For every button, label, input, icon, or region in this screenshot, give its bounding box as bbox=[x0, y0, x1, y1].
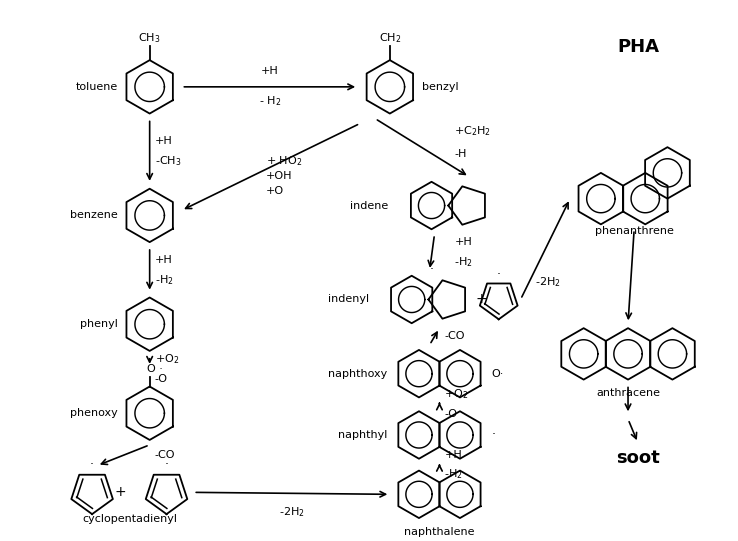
Text: +O$_2$: +O$_2$ bbox=[155, 352, 179, 366]
Text: +H: +H bbox=[155, 136, 173, 146]
Text: -CH$_3$: -CH$_3$ bbox=[155, 154, 181, 168]
Text: -2H$_2$: -2H$_2$ bbox=[279, 505, 305, 519]
Text: benzene: benzene bbox=[70, 210, 118, 220]
Text: PHA: PHA bbox=[617, 38, 659, 56]
Text: naphthalene: naphthalene bbox=[404, 527, 475, 537]
Text: anthracene: anthracene bbox=[596, 388, 660, 398]
Text: +O$_2$: +O$_2$ bbox=[444, 387, 469, 401]
Text: +H: +H bbox=[455, 237, 472, 247]
Text: ·: · bbox=[430, 263, 434, 276]
Text: +: + bbox=[475, 293, 486, 307]
Text: - H$_2$: - H$_2$ bbox=[259, 94, 281, 108]
Text: naphthoxy: naphthoxy bbox=[328, 368, 387, 379]
Text: toluene: toluene bbox=[76, 82, 118, 92]
Text: phenanthrene: phenanthrene bbox=[595, 226, 674, 236]
Text: soot: soot bbox=[616, 448, 660, 467]
Text: -2H$_2$: -2H$_2$ bbox=[535, 275, 560, 288]
Text: cyclopentadienyl: cyclopentadienyl bbox=[83, 514, 177, 524]
Text: -O: -O bbox=[155, 374, 168, 384]
Text: O·: O· bbox=[492, 368, 504, 379]
Text: +H: +H bbox=[444, 450, 462, 460]
Text: ·: · bbox=[492, 428, 496, 441]
Text: -CO: -CO bbox=[444, 331, 465, 341]
Text: + HO$_2$: + HO$_2$ bbox=[266, 154, 302, 168]
Text: CH$_3$: CH$_3$ bbox=[139, 31, 161, 45]
Text: -O: -O bbox=[444, 409, 458, 419]
Text: +C$_2$H$_2$: +C$_2$H$_2$ bbox=[455, 124, 492, 138]
Text: -H$_2$: -H$_2$ bbox=[455, 255, 473, 269]
Text: -H: -H bbox=[455, 149, 466, 159]
Text: O ·: O · bbox=[147, 364, 162, 374]
Text: +: + bbox=[114, 485, 125, 499]
Text: ·: · bbox=[90, 458, 94, 471]
Text: ·: · bbox=[165, 458, 168, 471]
Text: phenoxy: phenoxy bbox=[70, 408, 118, 418]
Text: benzyl: benzyl bbox=[421, 82, 458, 92]
Text: +H: +H bbox=[155, 255, 173, 265]
Text: +OH: +OH bbox=[266, 171, 292, 181]
Text: indenyl: indenyl bbox=[328, 294, 369, 305]
Text: indene: indene bbox=[351, 201, 389, 210]
Text: ·: · bbox=[148, 280, 152, 293]
Text: +O: +O bbox=[266, 186, 284, 196]
Text: ·: · bbox=[497, 268, 500, 281]
Text: -H$_2$: -H$_2$ bbox=[155, 273, 173, 287]
Text: -CO: -CO bbox=[155, 450, 175, 460]
Text: phenyl: phenyl bbox=[80, 319, 118, 329]
Text: naphthyl: naphthyl bbox=[338, 430, 387, 440]
Text: -H$_2$: -H$_2$ bbox=[444, 467, 463, 481]
Text: CH$_2$: CH$_2$ bbox=[379, 31, 401, 45]
Text: +H: +H bbox=[261, 66, 279, 76]
